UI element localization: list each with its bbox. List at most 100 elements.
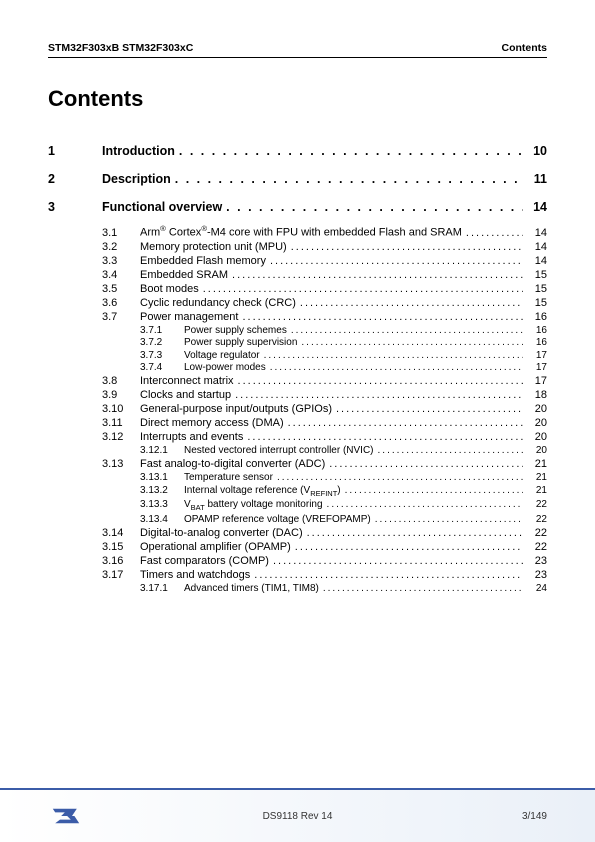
toc-entry[interactable]: 3.12.1Nested vectored interrupt controll… (48, 445, 547, 456)
toc-section-num: 3.2 (102, 241, 140, 253)
toc-entry[interactable]: 3Functional overview14 (48, 200, 547, 214)
toc-page-num: 16 (527, 311, 547, 323)
toc-leader-dots (175, 172, 523, 186)
toc-entry[interactable]: 3.7.1Power supply schemes16 (48, 325, 547, 336)
toc-leader-dots (288, 417, 523, 429)
toc-entry[interactable]: 3.7.3Voltage regulator17 (48, 350, 547, 361)
toc-label: Fast comparators (COMP) (140, 555, 269, 567)
toc-entry[interactable]: 3.1Arm® Cortex®-M4 core with FPU with em… (48, 224, 547, 239)
toc-leader-dots (375, 514, 523, 525)
toc-leader-dots (277, 472, 523, 483)
toc-entry[interactable]: 3.8Interconnect matrix17 (48, 375, 547, 387)
toc-section-num: 3.13.2 (140, 485, 184, 496)
toc-leader-dots (226, 200, 523, 214)
toc-label: General-purpose input/outputs (GPIOs) (140, 403, 332, 415)
toc-entry[interactable]: 3.9Clocks and startup18 (48, 389, 547, 401)
toc-entry[interactable]: 3.15Operational amplifier (OPAMP)22 (48, 541, 547, 553)
toc-page-num: 20 (527, 403, 547, 415)
toc-section-num: 3.13.1 (140, 472, 184, 483)
toc-section-num: 3.17.1 (140, 583, 184, 594)
page-footer: DS9118 Rev 14 3/149 (0, 788, 595, 842)
toc-page-num: 17 (527, 362, 547, 373)
toc-entry[interactable]: 3.17.1Advanced timers (TIM1, TIM8) 24 (48, 583, 547, 594)
toc-leader-dots (270, 255, 523, 267)
toc-page-num: 10 (527, 144, 547, 158)
toc-entry[interactable]: 3.4Embedded SRAM 15 (48, 269, 547, 281)
toc-section-num: 3.1 (102, 227, 140, 239)
toc-label: Advanced timers (TIM1, TIM8) (184, 583, 319, 594)
toc-entry[interactable]: 3.5Boot modes15 (48, 283, 547, 295)
toc-label: Temperature sensor (184, 472, 273, 483)
toc-entry[interactable]: 3.14Digital-to-analog converter (DAC)22 (48, 527, 547, 539)
toc-entry[interactable]: 3.11Direct memory access (DMA)20 (48, 417, 547, 429)
toc-entry[interactable]: 3.17Timers and watchdogs23 (48, 569, 547, 581)
toc-section-num: 3.3 (102, 255, 140, 267)
toc-leader-dots (295, 541, 523, 553)
toc-leader-dots (273, 555, 523, 567)
toc-leader-dots (242, 311, 523, 323)
toc-entry[interactable]: 3.13.3VBAT battery voltage monitoring22 (48, 499, 547, 512)
toc-section-num: 3.9 (102, 389, 140, 401)
page-title: Contents (48, 86, 547, 112)
toc-page-num: 15 (527, 297, 547, 309)
toc-label: Arm® Cortex®-M4 core with FPU with embed… (140, 224, 462, 239)
toc-page-num: 23 (527, 569, 547, 581)
toc-label: OPAMP reference voltage (VREFOPAMP) (184, 514, 371, 525)
toc-entry[interactable]: 3.3Embedded Flash memory14 (48, 255, 547, 267)
toc-section-num: 3.12 (102, 431, 140, 443)
toc-leader-dots (327, 499, 523, 510)
toc-label: Memory protection unit (MPU) (140, 241, 287, 253)
toc-section-num: 3.7.4 (140, 362, 184, 373)
toc-section-num: 3.8 (102, 375, 140, 387)
toc-label: Embedded SRAM (140, 269, 228, 281)
toc-label: Description (102, 172, 171, 186)
toc-label: Timers and watchdogs (140, 569, 250, 581)
toc-section-num: 3.13 (102, 458, 140, 470)
toc-page-num: 24 (527, 583, 547, 594)
toc-entry[interactable]: 2Description11 (48, 172, 547, 186)
toc-page-num: 11 (527, 172, 547, 186)
toc-entry[interactable]: 1Introduction10 (48, 144, 547, 158)
toc-section-num: 3.4 (102, 269, 140, 281)
toc-section-num: 3.5 (102, 283, 140, 295)
toc-section-num: 3.11 (102, 417, 140, 429)
toc-leader-dots (300, 297, 523, 309)
toc-entry[interactable]: 3.7.4Low-power modes17 (48, 362, 547, 373)
toc-entry[interactable]: 3.16Fast comparators (COMP)23 (48, 555, 547, 567)
toc-page-num: 15 (527, 283, 547, 295)
toc-entry[interactable]: 3.13.2Internal voltage reference (VREFIN… (48, 485, 547, 498)
toc-leader-dots (179, 144, 523, 158)
toc-entry[interactable]: 3.13Fast analog-to-digital converter (AD… (48, 458, 547, 470)
toc-section-num: 3 (48, 200, 102, 214)
toc-page-num: 20 (527, 417, 547, 429)
toc-entry[interactable]: 3.2Memory protection unit (MPU)14 (48, 241, 547, 253)
toc-entry[interactable]: 3.13.4OPAMP reference voltage (VREFOPAMP… (48, 514, 547, 525)
toc-section-num: 3.7 (102, 311, 140, 323)
toc-page-num: 22 (527, 499, 547, 510)
table-of-contents: 1Introduction102Description113Functional… (48, 144, 547, 594)
toc-entry[interactable]: 3.13.1Temperature sensor21 (48, 472, 547, 483)
toc-entry[interactable]: 3.12Interrupts and events20 (48, 431, 547, 443)
toc-label: Embedded Flash memory (140, 255, 266, 267)
toc-label: Power supply supervision (184, 337, 297, 348)
toc-page-num: 20 (527, 445, 547, 456)
toc-page-num: 17 (527, 375, 547, 387)
toc-section-num: 3.14 (102, 527, 140, 539)
toc-section-num: 3.7.1 (140, 325, 184, 336)
toc-page-num: 22 (527, 514, 547, 525)
toc-page-num: 14 (527, 200, 547, 214)
toc-page-num: 18 (527, 389, 547, 401)
toc-section-num: 3.12.1 (140, 445, 184, 456)
toc-entry[interactable]: 3.6Cyclic redundancy check (CRC)15 (48, 297, 547, 309)
toc-page-num: 15 (527, 269, 547, 281)
toc-leader-dots (301, 337, 523, 348)
toc-entry[interactable]: 3.7.2Power supply supervision16 (48, 337, 547, 348)
toc-entry[interactable]: 3.10General-purpose input/outputs (GPIOs… (48, 403, 547, 415)
toc-leader-dots (238, 375, 523, 387)
toc-leader-dots (466, 227, 523, 239)
toc-entry[interactable]: 3.7Power management 16 (48, 311, 547, 323)
toc-section-num: 3.13.3 (140, 499, 184, 510)
toc-label: Power management (140, 311, 238, 323)
toc-label: Power supply schemes (184, 325, 287, 336)
toc-leader-dots (235, 389, 523, 401)
